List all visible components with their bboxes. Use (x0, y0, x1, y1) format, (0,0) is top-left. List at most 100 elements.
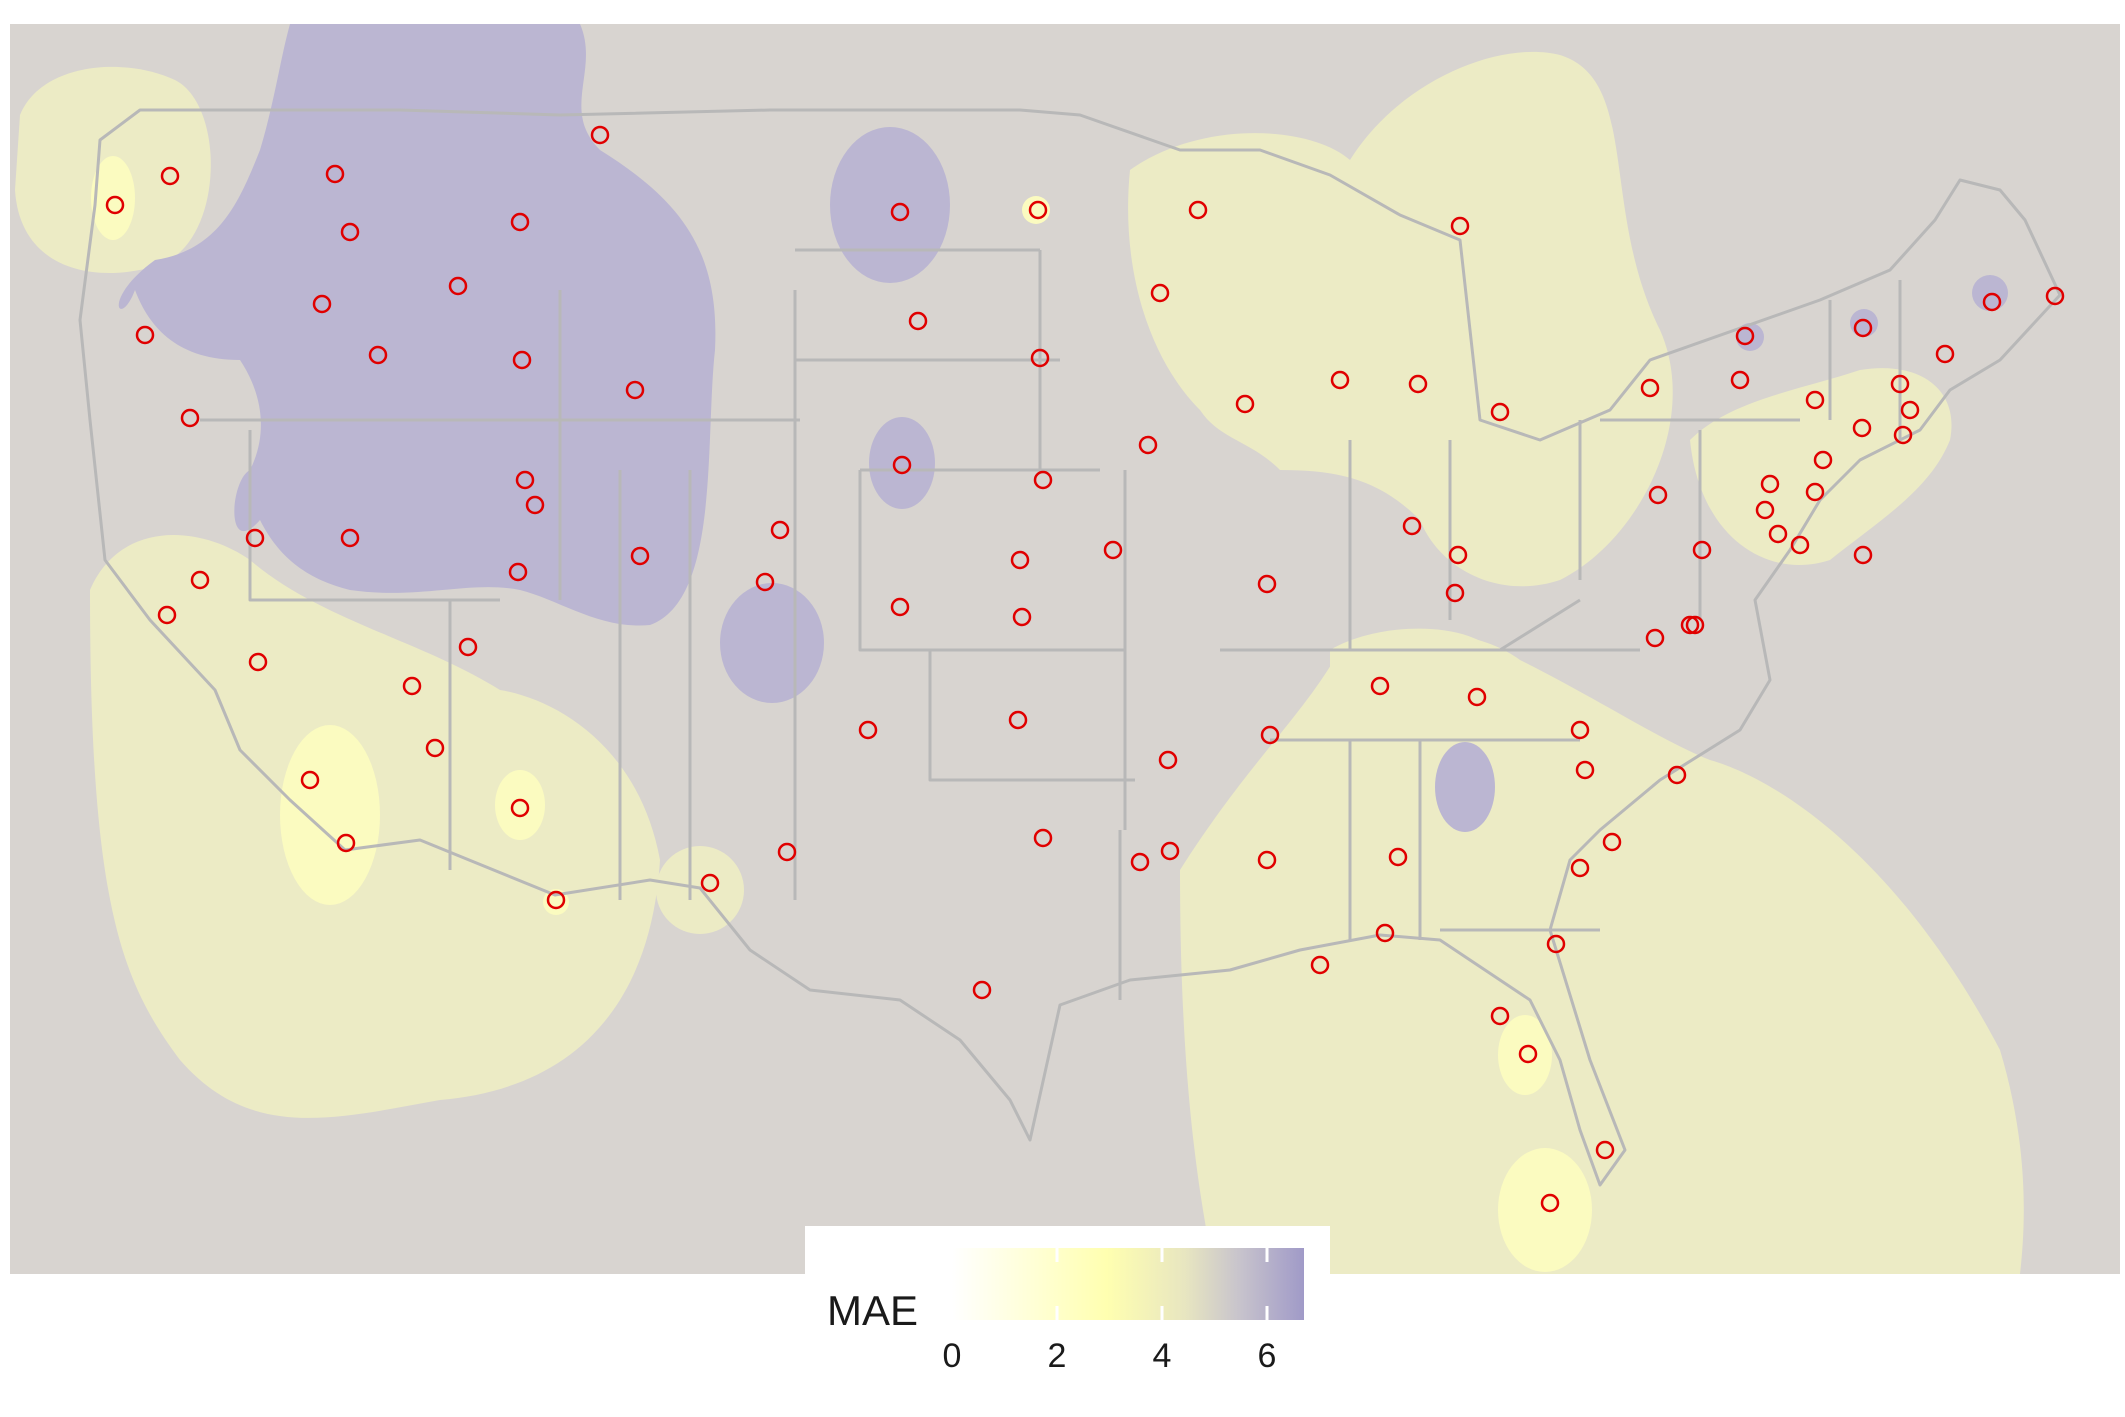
station-marker (1852, 418, 1872, 438)
interior-borders (200, 248, 1902, 1000)
legend-tick-marks (950, 1248, 1269, 1320)
station-marker (1790, 535, 1810, 555)
station-marker (1188, 200, 1208, 220)
station-marker (160, 166, 180, 186)
station-marker (1853, 545, 1873, 565)
station-marker (512, 350, 532, 370)
station-marker (245, 528, 265, 548)
station-marker (1130, 852, 1150, 872)
station-marker (1150, 283, 1170, 303)
station-marker (525, 495, 545, 515)
us-outline (78, 108, 2062, 1187)
north-dakota-high-region (830, 127, 950, 283)
southeast-low-region (1180, 631, 2024, 1274)
station-marker (340, 222, 360, 242)
high-error-regions (118, 24, 2008, 832)
station-marker (1602, 832, 1622, 852)
station-marker (1388, 847, 1408, 867)
station-marker (1160, 841, 1180, 861)
station-marker (1890, 374, 1910, 394)
station-marker (1595, 1140, 1615, 1160)
station-marker (1370, 676, 1390, 696)
phoenix-hotspot (495, 770, 545, 840)
legend-colorbar (952, 1248, 1304, 1320)
station-marker (1235, 394, 1255, 414)
station-marker (402, 676, 422, 696)
state-borders (78, 108, 2062, 1187)
station-marker (1402, 516, 1422, 536)
station-marker (1645, 628, 1665, 648)
colorado-high-region (720, 583, 824, 703)
station-markers (105, 125, 2065, 1213)
station-marker (1033, 470, 1053, 490)
station-marker (105, 195, 125, 215)
station-marker (1375, 923, 1395, 943)
station-marker (1138, 435, 1158, 455)
station-marker (1490, 1006, 1510, 1026)
station-marker (1310, 955, 1330, 975)
station-marker (1103, 540, 1123, 560)
station-marker (908, 311, 928, 331)
station-marker (325, 164, 345, 184)
station-marker (340, 528, 360, 548)
station-marker (1982, 292, 2002, 312)
station-marker (1030, 348, 1050, 368)
station-marker (1028, 200, 1048, 220)
station-marker (1805, 390, 1825, 410)
station-marker (1692, 540, 1712, 560)
station-marker (625, 380, 645, 400)
los-angeles-hotspot (280, 725, 380, 905)
station-marker (1467, 687, 1487, 707)
station-marker (1450, 216, 1470, 236)
station-marker (300, 770, 320, 790)
station-marker (546, 890, 566, 910)
station-marker (1667, 765, 1687, 785)
station-marker (1570, 858, 1590, 878)
station-marker (1518, 1044, 1538, 1064)
station-marker (1546, 934, 1566, 954)
station-marker (1893, 425, 1913, 445)
station-marker (1648, 485, 1668, 505)
station-marker (1540, 1193, 1560, 1213)
station-marker (1012, 607, 1032, 627)
station-marker (858, 720, 878, 740)
station-marker (368, 345, 388, 365)
station-marker (1813, 450, 1833, 470)
station-marker (777, 842, 797, 862)
station-marker (1570, 720, 1590, 740)
station-marker (336, 833, 356, 853)
station-marker (1257, 574, 1277, 594)
station-marker (248, 652, 268, 672)
station-marker (157, 605, 177, 625)
station-marker (135, 325, 155, 345)
station-marker (180, 408, 200, 428)
station-marker (1735, 326, 1755, 346)
station-marker (1685, 615, 1705, 635)
station-marker (1760, 474, 1780, 494)
station-marker (1640, 378, 1660, 398)
station-marker (1445, 583, 1465, 603)
station-marker (1680, 615, 1700, 635)
station-marker (890, 202, 910, 222)
station-marker (1755, 500, 1775, 520)
station-marker (312, 294, 332, 314)
station-marker (448, 276, 468, 296)
station-marker (1853, 318, 1873, 338)
station-marker (630, 546, 650, 566)
station-marker (510, 798, 530, 818)
station-marker (972, 980, 992, 1000)
station-marker (1900, 400, 1920, 420)
station-marker (510, 212, 530, 232)
station-marker (1008, 710, 1028, 730)
station-marker (770, 520, 790, 540)
legend-tick-label-4: 4 (1153, 1337, 1172, 1375)
station-marker (458, 637, 478, 657)
station-marker (1408, 374, 1428, 394)
legend-tick-label-0: 0 (943, 1337, 962, 1375)
station-marker (425, 738, 445, 758)
station-marker (1158, 750, 1178, 770)
station-marker (892, 455, 912, 475)
station-marker (1010, 550, 1030, 570)
